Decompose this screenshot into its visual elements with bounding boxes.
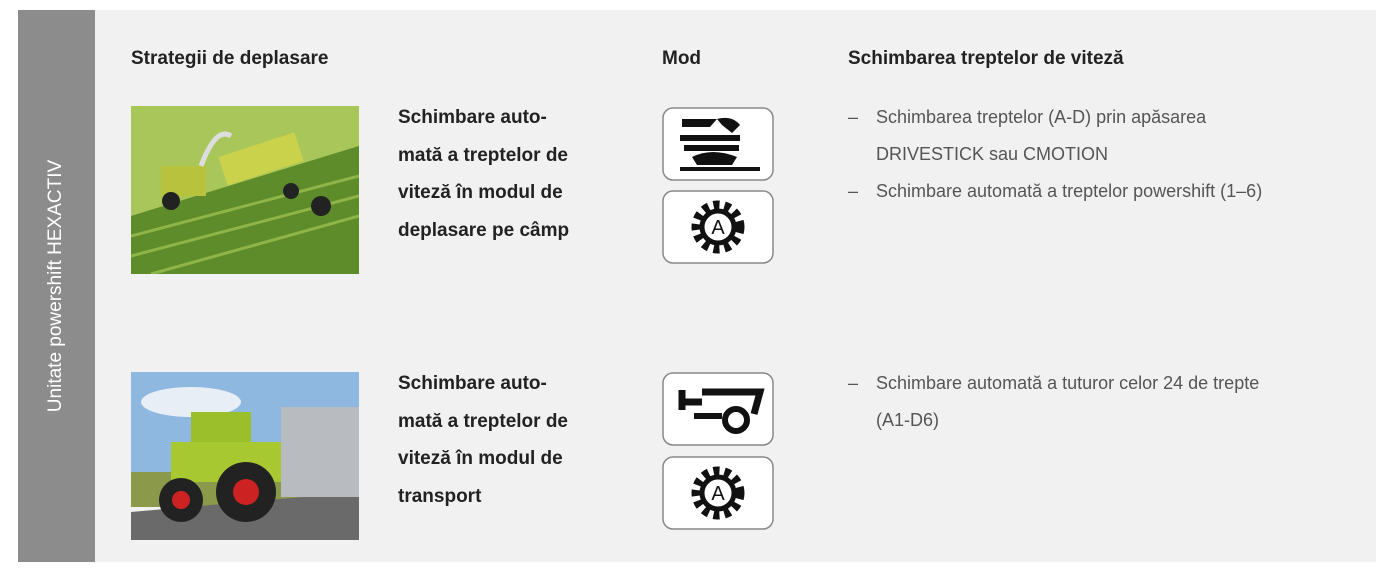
header: Strategii de deplasare — [131, 48, 329, 69]
bullet: Schimbare automată a tuturor celor 24 de… — [848, 365, 1288, 439]
header: Schimbarea treptelor de viteză — [848, 48, 1124, 69]
title-line: mată a treptelor de — [398, 144, 568, 166]
field-photo — [131, 106, 359, 274]
row-title: Schimbare auto- mată a treptelor de vite… — [398, 99, 569, 249]
bullet-list: Schimbare automată a tuturor celor 24 de… — [848, 365, 1288, 439]
field-mode-icon — [662, 107, 774, 181]
bullet: Schimbarea treptelor (A-D) prin apăsarea… — [848, 99, 1268, 173]
title-line: viteză în modul de — [398, 182, 563, 203]
auto-mode-icon: A — [662, 456, 774, 530]
title-line: deplasare pe câmp — [398, 219, 570, 241]
gear-letter: A — [711, 483, 725, 505]
auto-mode-icon: A — [662, 190, 774, 264]
title-line: Schimbare auto- — [398, 107, 547, 128]
header: Mod — [662, 48, 702, 69]
bullet: Schimbare automată a treptelor powershif… — [848, 173, 1268, 210]
transport-mode-icon — [662, 372, 774, 446]
title-line: mată a treptelor de — [398, 410, 568, 432]
sidebar — [18, 10, 95, 562]
title-line: viteză în modul de — [398, 448, 563, 469]
gear-letter: A — [711, 217, 725, 239]
title-line: Schimbare auto- — [398, 373, 547, 394]
title-line: transport — [398, 485, 482, 507]
bullet-list: Schimbarea treptelor (A-D) prin apăsarea… — [848, 99, 1268, 210]
side-label: Unitate powershift HEXACTIV — [45, 159, 66, 413]
row-title: Schimbare auto- mată a treptelor de vite… — [398, 365, 568, 515]
road-photo — [131, 372, 359, 540]
